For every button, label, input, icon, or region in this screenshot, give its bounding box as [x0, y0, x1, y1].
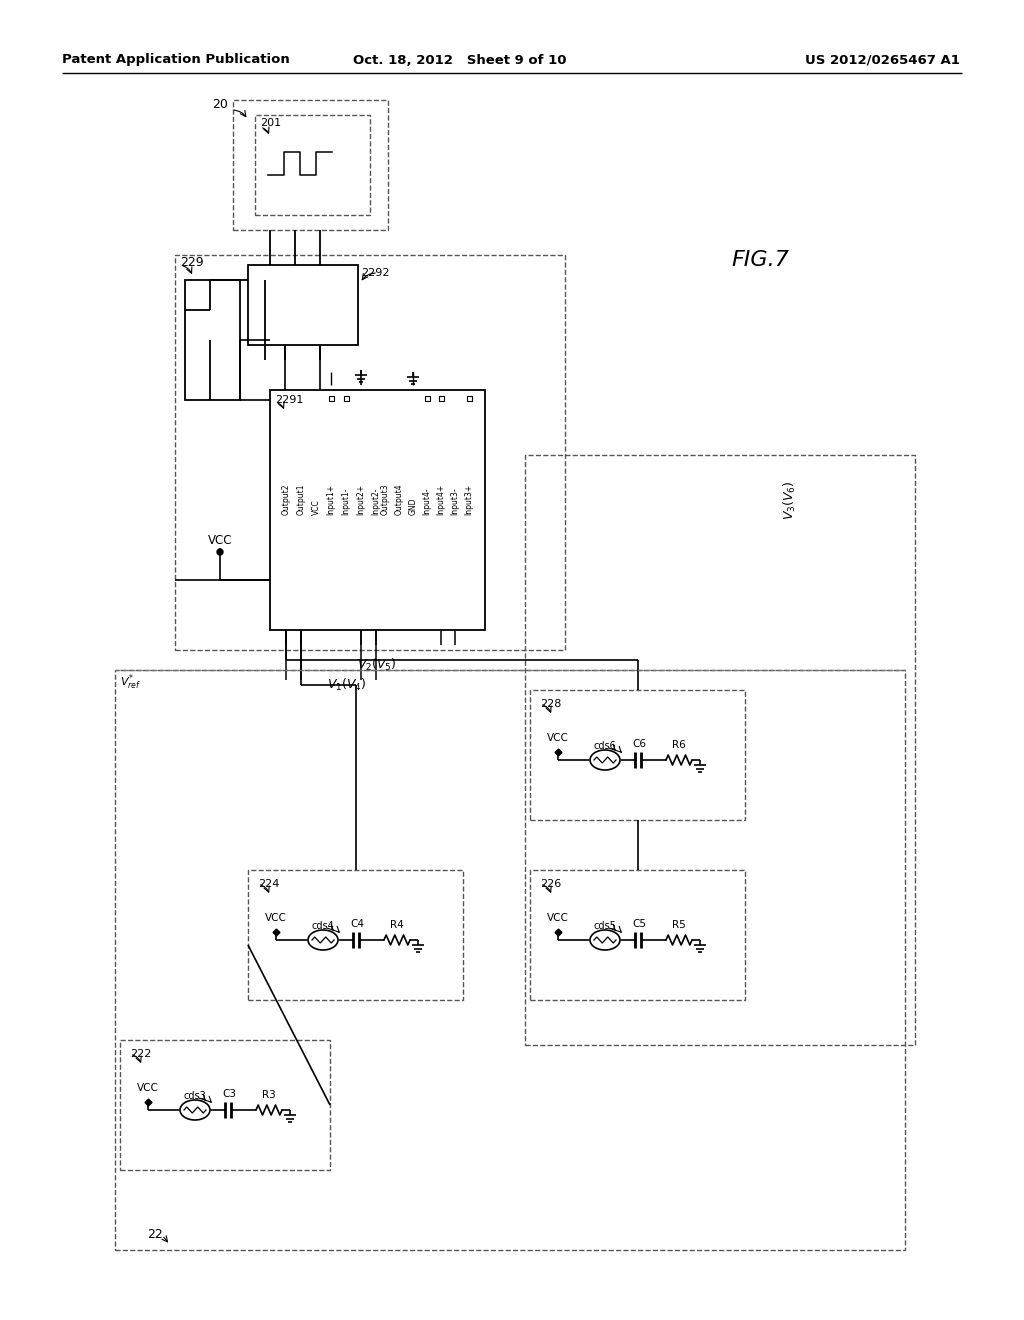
Text: VCC: VCC — [137, 1082, 159, 1093]
Circle shape — [217, 549, 223, 554]
Text: Input1-: Input1- — [341, 487, 350, 515]
Bar — [185, 280, 240, 400]
Text: GND: GND — [409, 498, 418, 515]
Bar — [248, 870, 463, 1001]
Text: Output4: Output4 — [394, 483, 403, 515]
Bar — [248, 265, 358, 345]
Text: 201: 201 — [260, 117, 282, 128]
Text: Input4-: Input4- — [423, 487, 431, 515]
Text: US 2012/0265467 A1: US 2012/0265467 A1 — [805, 54, 961, 66]
Text: VCC: VCC — [311, 499, 321, 515]
Text: Patent Application Publication: Patent Application Publication — [62, 54, 290, 66]
Text: $V_2(V_5)$: $V_2(V_5)$ — [357, 657, 397, 673]
Text: Input3+: Input3+ — [465, 483, 473, 515]
Text: Input2+: Input2+ — [356, 484, 366, 515]
Text: 226: 226 — [540, 879, 561, 888]
Bar — [438, 396, 443, 400]
Bar — [115, 671, 905, 1250]
Bar — [525, 455, 915, 1045]
Text: Input1+: Input1+ — [327, 484, 336, 515]
Text: Output2: Output2 — [282, 483, 291, 515]
Text: Output3: Output3 — [381, 483, 389, 515]
Bar — [425, 396, 429, 400]
Text: Input4+: Input4+ — [436, 483, 445, 515]
Text: cds5: cds5 — [594, 921, 616, 931]
Text: Input3-: Input3- — [451, 487, 460, 515]
Bar — [530, 690, 745, 820]
Bar — [530, 870, 745, 1001]
Text: 228: 228 — [540, 700, 561, 709]
Bar — [233, 100, 388, 230]
Text: 20: 20 — [212, 99, 228, 111]
Text: C6: C6 — [632, 739, 646, 748]
Text: C5: C5 — [632, 919, 646, 929]
Text: cds6: cds6 — [594, 741, 616, 751]
Text: C3: C3 — [222, 1089, 236, 1100]
Text: 229: 229 — [180, 256, 204, 269]
Bar — [120, 1040, 330, 1170]
Bar — [329, 396, 334, 400]
Bar — [270, 389, 485, 630]
Text: $V_{ref}^{*}$: $V_{ref}^{*}$ — [120, 672, 141, 692]
Bar — [343, 396, 348, 400]
Text: R3: R3 — [262, 1090, 275, 1100]
Text: VCC: VCC — [265, 913, 287, 923]
Text: FIG.7: FIG.7 — [731, 249, 788, 271]
Text: VCC: VCC — [208, 533, 232, 546]
Text: cds4: cds4 — [311, 921, 335, 931]
Text: 224: 224 — [258, 879, 280, 888]
Text: cds3: cds3 — [183, 1092, 207, 1101]
Text: 2292: 2292 — [361, 268, 389, 279]
Text: 22: 22 — [147, 1229, 163, 1242]
Text: Output1: Output1 — [297, 483, 305, 515]
Text: 2291: 2291 — [275, 395, 303, 405]
Text: R5: R5 — [672, 920, 686, 931]
Text: $V_3(V_6)$: $V_3(V_6)$ — [782, 480, 798, 520]
Bar — [175, 255, 565, 649]
Text: R4: R4 — [390, 920, 403, 931]
Text: 222: 222 — [130, 1049, 152, 1059]
Text: Input2-: Input2- — [372, 487, 381, 515]
Bar — [467, 396, 471, 400]
Text: C4: C4 — [350, 919, 364, 929]
Text: Oct. 18, 2012   Sheet 9 of 10: Oct. 18, 2012 Sheet 9 of 10 — [353, 54, 566, 66]
Bar — [255, 115, 370, 215]
Text: VCC: VCC — [547, 733, 569, 743]
Text: VCC: VCC — [547, 913, 569, 923]
Text: $V_1(V_4)$: $V_1(V_4)$ — [328, 677, 367, 693]
Text: R6: R6 — [672, 741, 686, 750]
